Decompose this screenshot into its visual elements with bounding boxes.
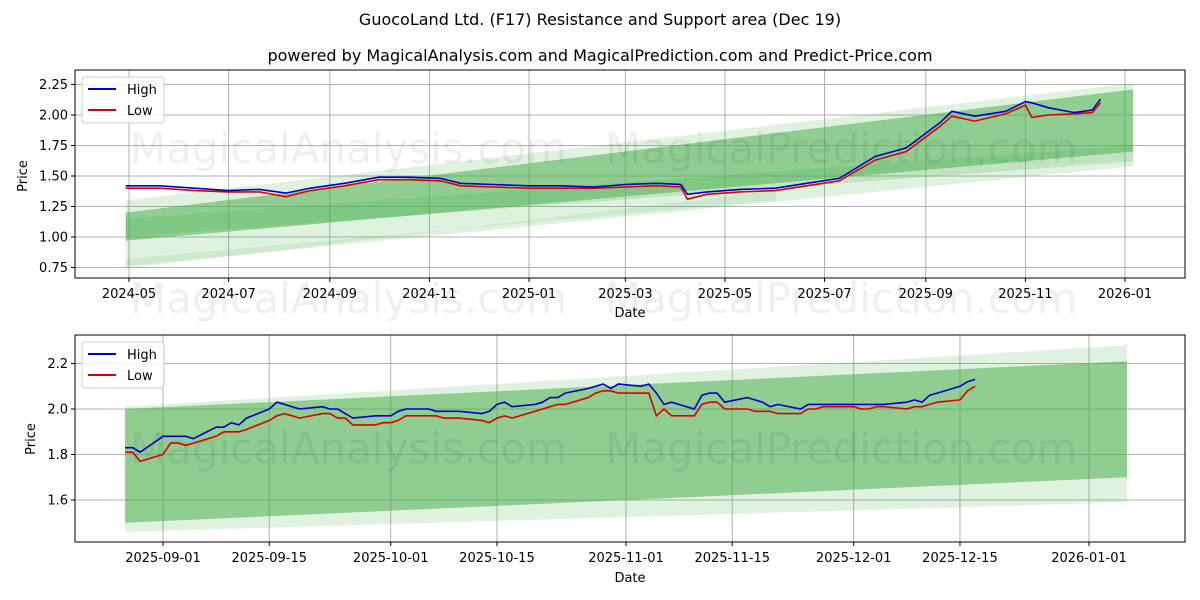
chart-subtitle: powered by MagicalAnalysis.com and Magic… xyxy=(267,46,933,65)
y-tick-label: 0.75 xyxy=(39,261,68,276)
x-tick-label: 2025-03 xyxy=(598,287,652,302)
y-tick-label: 2.00 xyxy=(39,109,68,124)
y-tick-label: 2.2 xyxy=(47,357,68,372)
top-low-line xyxy=(125,102,1102,201)
bottom-low-line xyxy=(125,385,976,463)
x-tick-label: 2025-09 xyxy=(899,287,953,302)
x-tick-label: 2025-12-01 xyxy=(816,551,892,566)
top-chart: MagicalAnalysis.com MagicalPrediction.co… xyxy=(16,69,1186,323)
y-tick-label: 1.75 xyxy=(39,139,68,154)
bottom-chart: MagicalAnalysis.com MagicalPrediction.co… xyxy=(24,334,1186,586)
x-tick-label: 2025-07 xyxy=(797,287,851,302)
bottom-axis-ticks: 1.6 1.8 2.0 2.2 2025-09-01 2025-09-15 2025-10-… xyxy=(47,357,1126,566)
y-tick-label: 2.25 xyxy=(39,78,68,93)
top-y-axis-label: Price xyxy=(16,160,31,192)
x-tick-label: 2025-11 xyxy=(998,287,1052,302)
y-tick-label: 1.8 xyxy=(47,448,68,463)
bottom-y-axis-label: Price xyxy=(24,423,39,455)
top-axes-frame xyxy=(74,69,1186,279)
top-axis-ticks: 0.75 1.00 1.25 1.50 1.75 2.00 2.25 2024-05 2024-… xyxy=(39,78,1152,302)
x-tick-label: 2024-11 xyxy=(402,287,456,302)
legend-high-label: High xyxy=(127,83,157,98)
bottom-axes-frame xyxy=(74,334,1186,543)
x-tick-label: 2026-01-01 xyxy=(1051,551,1127,566)
x-tick-label: 2026-01 xyxy=(1098,287,1152,302)
top-legend: High Low xyxy=(81,76,165,124)
top-high-line xyxy=(125,98,1102,196)
x-tick-label: 2025-11-01 xyxy=(588,551,664,566)
y-tick-label: 1.25 xyxy=(39,200,68,215)
legend-high-label: High xyxy=(127,348,157,363)
watermark: MagicalPrediction.com xyxy=(605,274,1078,323)
y-tick-label: 1.50 xyxy=(39,170,68,185)
watermark: MagicalAnalysis.com xyxy=(130,124,567,173)
watermark: MagicalPrediction.com xyxy=(605,124,1078,173)
x-tick-label: 2025-12-15 xyxy=(922,551,998,566)
watermark: MagicalAnalysis.com xyxy=(130,424,567,473)
legend-low-label: Low xyxy=(127,369,153,384)
x-tick-label: 2025-01 xyxy=(502,287,556,302)
x-tick-label: 2024-07 xyxy=(201,287,255,302)
x-tick-label: 2025-09-01 xyxy=(125,551,201,566)
bottom-x-axis-label: Date xyxy=(614,571,645,586)
x-tick-label: 2024-05 xyxy=(102,287,156,302)
y-tick-label: 1.6 xyxy=(47,494,68,509)
bottom-high-line xyxy=(125,378,976,454)
x-tick-label: 2025-10-01 xyxy=(353,551,429,566)
chart-title: GuocoLand Ltd. (F17) Resistance and Supp… xyxy=(358,10,842,29)
watermark: MagicalPrediction.com xyxy=(605,424,1078,473)
bottom-resistance-support-band xyxy=(125,345,1127,532)
watermark: MagicalAnalysis.com xyxy=(130,274,567,323)
legend-low-label: Low xyxy=(127,104,153,119)
y-tick-label: 2.0 xyxy=(47,403,68,418)
x-tick-label: 2024-09 xyxy=(303,287,357,302)
x-tick-label: 2025-11-15 xyxy=(694,551,770,566)
x-tick-label: 2025-05 xyxy=(698,287,752,302)
top-resistance-support-band xyxy=(125,83,1134,269)
top-x-axis-label: Date xyxy=(614,306,645,321)
x-tick-label: 2025-09-15 xyxy=(231,551,307,566)
bottom-legend: High Low xyxy=(81,341,165,389)
x-tick-label: 2025-10-15 xyxy=(459,551,535,566)
y-tick-label: 1.00 xyxy=(39,231,68,246)
